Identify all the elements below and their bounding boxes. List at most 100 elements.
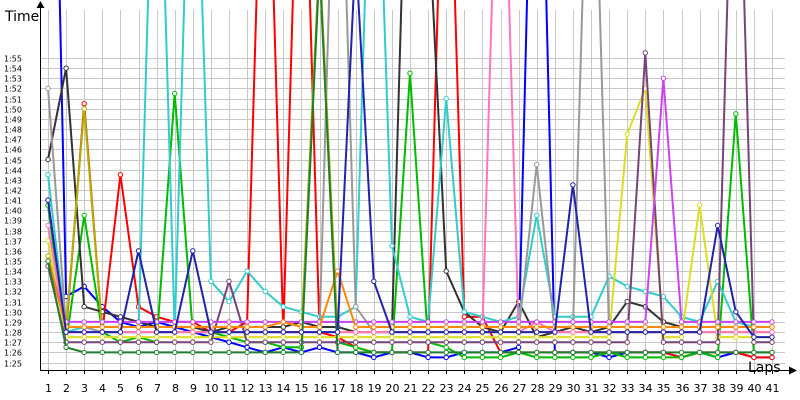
- data-point: [769, 319, 775, 325]
- x-tick-label: 18: [350, 382, 364, 395]
- data-point: [678, 324, 685, 330]
- data-point: [515, 319, 522, 325]
- data-point: [244, 268, 250, 274]
- data-point: [425, 324, 431, 330]
- y-tick-label: 1:27: [4, 339, 22, 348]
- data-point: [733, 349, 739, 356]
- data-point: [407, 70, 413, 76]
- data-point: [624, 324, 630, 330]
- data-point: [534, 319, 540, 325]
- data-point: [570, 339, 576, 345]
- data-point: [751, 349, 757, 356]
- data-point: [642, 324, 648, 330]
- data-point: [226, 339, 232, 345]
- data-point: [497, 319, 504, 325]
- data-point: [534, 334, 540, 340]
- tick-labels: 1:25 1:261:271:281:291:301:31 1:321:331:34…: [4, 55, 780, 396]
- data-point: [226, 319, 232, 325]
- data-point: [479, 334, 486, 340]
- x-tick-label: 12: [241, 382, 255, 395]
- x-tick-label: 14: [277, 382, 291, 395]
- y-axis-title: Time: [4, 9, 39, 25]
- data-point: [172, 90, 178, 97]
- x-tick-label: 29: [549, 382, 563, 395]
- data-point: [479, 349, 486, 356]
- x-tick-label: 38: [712, 382, 726, 395]
- data-point: [262, 288, 268, 295]
- data-point: [280, 304, 286, 310]
- x-axis-title: Laps: [748, 360, 781, 376]
- data-point: [81, 212, 87, 219]
- data-point: [751, 339, 757, 345]
- data-point: [552, 349, 558, 356]
- data-point: [371, 278, 377, 284]
- data-point: [443, 329, 449, 335]
- data-point: [733, 324, 739, 330]
- x-tick-label: 40: [748, 382, 762, 395]
- data-point: [135, 334, 142, 340]
- data-point: [624, 339, 630, 345]
- data-point: [353, 324, 359, 330]
- x-tick-label: 35: [657, 382, 671, 395]
- data-point: [660, 75, 667, 82]
- data-point: [316, 339, 323, 345]
- data-point: [135, 349, 142, 356]
- data-point: [497, 329, 504, 335]
- data-point: [751, 354, 757, 361]
- data-point: [371, 324, 377, 330]
- data-point: [208, 278, 214, 284]
- data-point: [570, 349, 576, 356]
- data-point: [353, 344, 359, 350]
- x-tick-label: 27: [513, 382, 527, 395]
- data-point: [461, 349, 467, 356]
- data-point: [425, 339, 431, 345]
- y-tick-label: 1:44: [4, 167, 22, 176]
- data-point: [81, 101, 87, 107]
- data-point: [262, 339, 268, 345]
- data-point: [461, 354, 467, 361]
- data-point: [570, 329, 576, 335]
- x-tick-label: 30: [567, 382, 581, 395]
- data-point: [461, 309, 467, 315]
- x-tick-label: 21: [404, 382, 418, 395]
- data-point: [334, 329, 341, 335]
- data-point: [769, 339, 775, 345]
- data-point: [81, 106, 87, 112]
- data-point: [280, 319, 286, 325]
- data-point: [371, 329, 377, 335]
- data-point: [733, 309, 739, 315]
- x-tick-label: 16: [314, 382, 328, 395]
- data-point: [389, 349, 395, 356]
- y-tick-label: 1:47: [4, 136, 22, 145]
- data-point: [316, 324, 323, 330]
- data-point: [389, 319, 395, 325]
- data-point: [715, 319, 721, 325]
- data-point: [552, 329, 558, 335]
- data-point: [624, 319, 630, 325]
- data-point: [389, 243, 395, 249]
- data-point: [298, 349, 305, 356]
- data-point: [570, 319, 576, 325]
- data-point: [316, 329, 323, 335]
- x-tick-label: 31: [585, 382, 599, 395]
- y-tick-label: 1:40: [4, 207, 22, 216]
- data-point: [135, 329, 142, 335]
- data-point: [425, 329, 431, 335]
- data-point: [696, 349, 703, 356]
- data-point: [45, 172, 51, 178]
- data-point: [733, 319, 739, 325]
- data-point: [262, 334, 268, 340]
- data-point: [534, 324, 540, 330]
- data-point: [389, 334, 395, 340]
- y-tick-label: 1:41: [4, 197, 22, 206]
- data-point: [497, 324, 504, 330]
- data-point: [190, 349, 196, 356]
- data-point: [334, 349, 341, 356]
- data-point: [389, 329, 395, 335]
- data-point: [443, 319, 449, 325]
- data-point: [497, 349, 504, 356]
- data-point: [443, 95, 449, 102]
- data-point: [751, 324, 757, 330]
- data-point: [497, 354, 504, 361]
- data-point: [190, 319, 196, 325]
